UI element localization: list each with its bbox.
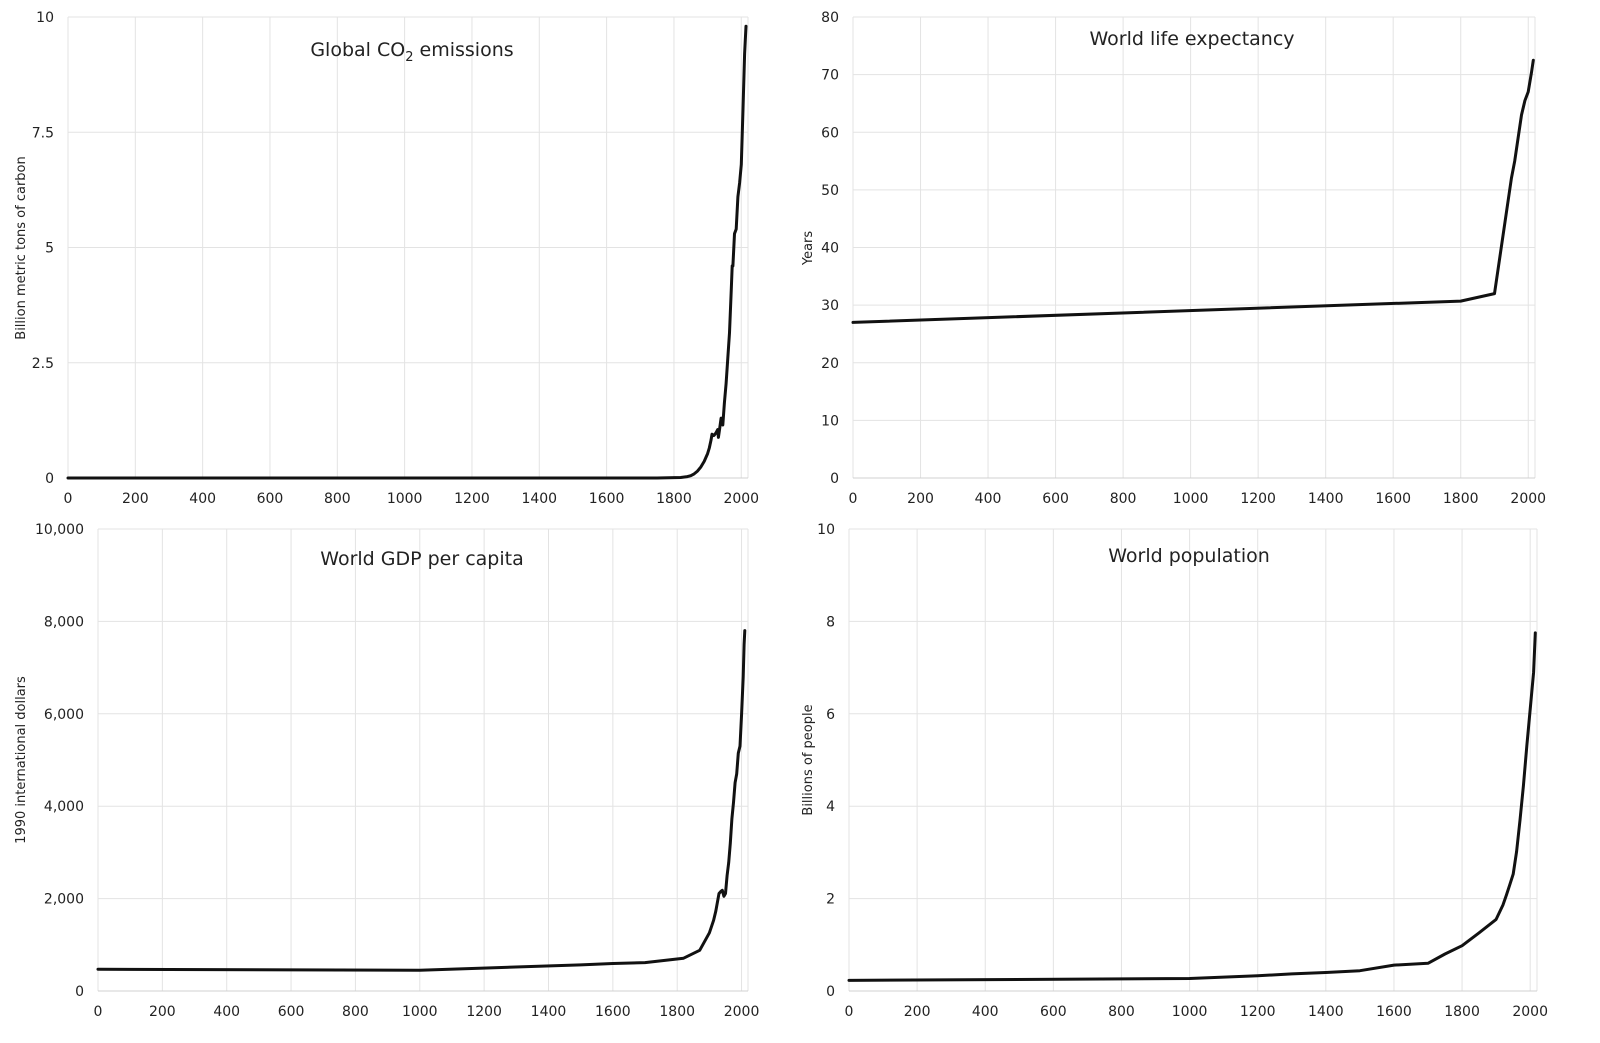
chart-1-title-text: World life expectancy — [1089, 28, 1294, 50]
chart-0-x-tick-label: 400 — [189, 491, 216, 507]
chart-1-y-tick-label: 10 — [821, 413, 839, 429]
chart-2-y-tick-label: 4,000 — [44, 799, 84, 815]
chart-2-x-tick-label: 1600 — [595, 1004, 631, 1020]
chart-1-y-tick-label: 50 — [821, 183, 839, 199]
chart-3-x-tick-label: 0 — [845, 1004, 854, 1020]
chart-0-y-tick-label: 7.5 — [32, 125, 54, 141]
chart-0-y-tick-label: 5 — [45, 241, 54, 257]
chart-2-x-tick-label: 2000 — [724, 1004, 760, 1020]
chart-1-x-tick-label: 400 — [975, 491, 1002, 507]
chart-2-x-tick-label: 800 — [342, 1004, 369, 1020]
chart-2-y-tick-label: 2,000 — [44, 892, 84, 908]
chart-3-x-tick-label: 400 — [972, 1004, 999, 1020]
chart-panel-life-expectancy: 0 200 400 600 800 1000 1200 1400 1600 1800 2000 0 10… — [800, 0, 1600, 520]
chart-3-y-tick-label: 0 — [826, 984, 835, 1000]
chart-1-x-tick-label: 1600 — [1375, 491, 1411, 507]
chart-0-y-tick-label: 2.5 — [32, 356, 54, 372]
chart-1-x-tick-label: 600 — [1042, 491, 1069, 507]
chart-population: 0 200 400 600 800 1000 1200 1400 1600 1800 2000 0 2 4… — [801, 522, 1548, 1020]
chart-0-title: Global CO2 emissions — [310, 39, 513, 65]
chart-1-x-tick-label: 0 — [849, 491, 858, 507]
chart-3-x-tick-label: 800 — [1108, 1004, 1135, 1020]
chart-panel-co2: 0 200 400 600 800 1000 1200 1400 1600 1800 2000 0 2.… — [0, 0, 800, 520]
chart-0-x-tick-label: 1200 — [454, 491, 490, 507]
chart-3-x-tick-label: 200 — [904, 1004, 931, 1020]
chart-1-y-tick-label: 40 — [821, 241, 839, 257]
chart-0-y-tick-label: 10 — [36, 10, 54, 26]
chart-2-x-tick-label: 200 — [149, 1004, 176, 1020]
chart-2-y-tick-label: 10,000 — [35, 522, 84, 538]
chart-2-x-tick-label: 1800 — [659, 1004, 695, 1020]
chart-3-x-tick-label: 600 — [1040, 1004, 1067, 1020]
chart-3-x-tick-label: 1400 — [1308, 1004, 1344, 1020]
chart-3-y-axis-label: Billions of people — [801, 704, 816, 815]
chart-0-x-tick-label: 2000 — [723, 491, 759, 507]
chart-3-y-tick-label: 8 — [826, 614, 835, 630]
chart-1-y-tick-label: 0 — [830, 471, 839, 487]
chart-panel-gdp: 0 200 400 600 800 1000 1200 1400 1600 1800 2000 0 2,… — [0, 520, 800, 1043]
chart-0-x-tick-label: 1000 — [387, 491, 423, 507]
chart-3-x-tick-label: 1200 — [1240, 1004, 1276, 1020]
chart-0-y-axis-label: Billion metric tons of carbon — [14, 156, 29, 339]
chart-0-x-tick-label: 200 — [122, 491, 149, 507]
chart-panel-population: 0 200 400 600 800 1000 1200 1400 1600 1800 2000 0 2 4… — [800, 520, 1600, 1043]
chart-3-title-text: World population — [1108, 545, 1270, 567]
chart-1-y-axis-label: Years — [801, 231, 816, 267]
chart-1-title: World life expectancy — [1089, 28, 1294, 50]
chart-co2: 0 200 400 600 800 1000 1200 1400 1600 1800 2000 0 2.… — [14, 10, 759, 507]
chart-2-y-tick-label: 0 — [75, 984, 84, 1000]
chart-2-x-tick-label: 400 — [213, 1004, 240, 1020]
chart-2-y-tick-label: 6,000 — [44, 707, 84, 723]
chart-2-x-tick-label: 1200 — [466, 1004, 502, 1020]
chart-1-series-line-0 — [851, 58, 1535, 324]
chart-1-y-tick-label: 60 — [821, 125, 839, 141]
chart-0-x-tick-label: 600 — [257, 491, 284, 507]
chart-3-y-tick-label: 6 — [826, 707, 835, 723]
chart-3-y-tick-label: 4 — [826, 799, 835, 815]
chart-1-y-tick-label: 20 — [821, 356, 839, 372]
chart-0-x-tick-label: 0 — [64, 491, 73, 507]
chart-3-series-line-0 — [847, 631, 1537, 982]
chart-0-title-subscript: 2 — [405, 50, 413, 65]
chart-1-x-tick-label: 200 — [907, 491, 934, 507]
chart-0-x-tick-label: 1400 — [521, 491, 557, 507]
chart-3-y-tick-label: 10 — [817, 522, 835, 538]
chart-1-x-tick-label: 1000 — [1173, 491, 1209, 507]
chart-1-x-tick-label: 1400 — [1308, 491, 1344, 507]
chart-life-expectancy: 0 200 400 600 800 1000 1200 1400 1600 1800 2000 0 10… — [801, 10, 1546, 507]
chart-0-series-line-0 — [66, 24, 748, 480]
chart-1-x-tick-label: 2000 — [1510, 491, 1546, 507]
chart-0-x-tick-label: 1600 — [589, 491, 625, 507]
chart-0-y-tick-label: 0 — [45, 471, 54, 487]
chart-1-y-tick-label: 80 — [821, 10, 839, 26]
chart-0-x-tick-label: 1800 — [656, 491, 692, 507]
chart-3-x-tick-label: 2000 — [1512, 1004, 1548, 1020]
chart-1-x-tick-label: 1200 — [1240, 491, 1276, 507]
chart-2-y-tick-label: 8,000 — [44, 614, 84, 630]
chart-gdp: 0 200 400 600 800 1000 1200 1400 1600 1800 2000 0 2,… — [14, 522, 760, 1020]
chart-2-y-axis-label: 1990 international dollars — [14, 676, 29, 844]
chart-0-x-tick-label: 800 — [324, 491, 351, 507]
chart-2-series-line-0 — [96, 629, 747, 972]
chart-3-x-tick-label: 1800 — [1444, 1004, 1480, 1020]
chart-3-y-tick-label: 2 — [826, 892, 835, 908]
chart-1-x-tick-label: 1800 — [1443, 491, 1479, 507]
chart-2-x-tick-label: 1400 — [531, 1004, 567, 1020]
chart-2-title: World GDP per capita — [320, 548, 523, 570]
chart-1-y-tick-label: 30 — [821, 298, 839, 314]
chart-0-title-text: Global CO — [310, 39, 405, 61]
chart-2-x-tick-label: 600 — [278, 1004, 305, 1020]
chart-3-title: World population — [1108, 545, 1270, 567]
chart-3-x-tick-label: 1600 — [1376, 1004, 1412, 1020]
chart-1-y-tick-label: 70 — [821, 68, 839, 84]
chart-2-x-tick-label: 1000 — [402, 1004, 438, 1020]
chart-2-title-text: World GDP per capita — [320, 548, 523, 570]
chart-0-title-suffix: emissions — [413, 39, 513, 61]
chart-3-x-tick-label: 1000 — [1172, 1004, 1208, 1020]
chart-2-x-tick-label: 0 — [94, 1004, 103, 1020]
chart-1-x-tick-label: 800 — [1110, 491, 1137, 507]
